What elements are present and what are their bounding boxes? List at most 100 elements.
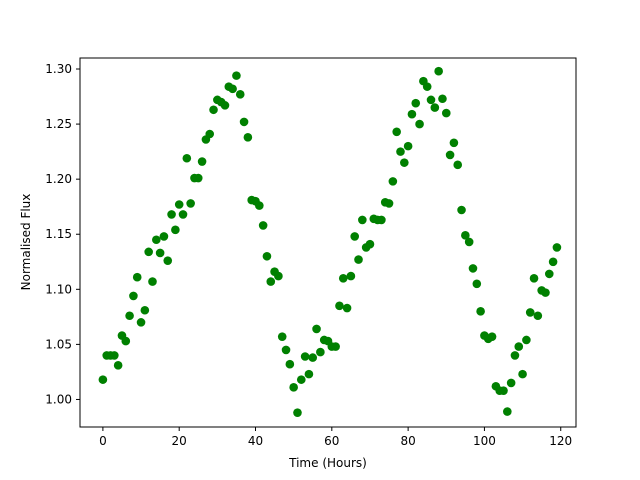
- data-point: [434, 66, 443, 76]
- data-point: [262, 251, 272, 261]
- y-tick-label: 1.15: [45, 227, 72, 241]
- data-points: [98, 66, 562, 417]
- data-point: [159, 232, 169, 241]
- data-point: [396, 147, 405, 156]
- data-point: [453, 160, 463, 170]
- data-point: [407, 109, 417, 119]
- data-point: [243, 133, 253, 142]
- data-point: [525, 308, 535, 317]
- data-point: [140, 305, 150, 315]
- data-point: [171, 225, 180, 235]
- data-point: [163, 256, 173, 265]
- data-point: [304, 369, 314, 379]
- data-point: [468, 264, 478, 273]
- data-point: [415, 119, 424, 129]
- data-point: [178, 210, 188, 219]
- x-axis-title: Time (Hours): [288, 456, 367, 470]
- y-tick-label: 1.00: [45, 392, 72, 406]
- data-point: [205, 129, 215, 139]
- data-point: [464, 237, 474, 247]
- data-point: [174, 200, 184, 209]
- data-point: [316, 347, 325, 357]
- data-point: [548, 257, 558, 267]
- data-point: [350, 232, 360, 241]
- data-point: [197, 157, 207, 166]
- data-point: [258, 221, 268, 230]
- data-point: [281, 345, 291, 355]
- data-point: [98, 375, 108, 384]
- data-point: [365, 239, 375, 249]
- data-point: [235, 90, 245, 99]
- data-point: [411, 98, 421, 108]
- data-point: [312, 324, 321, 334]
- data-point: [354, 255, 363, 264]
- data-point: [438, 94, 447, 104]
- data-point: [232, 71, 241, 80]
- data-point: [461, 231, 470, 240]
- data-point: [285, 359, 295, 369]
- x-tick-label: 20: [172, 434, 187, 448]
- data-point: [266, 277, 276, 286]
- y-axis-title: Normalised Flux: [19, 194, 33, 291]
- data-point: [289, 383, 298, 392]
- data-point: [293, 408, 302, 417]
- data-point: [441, 108, 451, 118]
- x-tick-label: 80: [400, 434, 415, 448]
- data-point: [239, 117, 249, 127]
- data-point: [167, 210, 176, 219]
- data-point: [228, 84, 237, 94]
- data-point: [358, 215, 367, 225]
- data-point: [136, 318, 146, 327]
- data-point: [335, 301, 344, 311]
- data-point: [388, 177, 398, 186]
- y-tick-label: 1.05: [45, 337, 72, 351]
- data-point: [121, 336, 131, 346]
- data-point: [472, 279, 482, 289]
- data-point: [113, 361, 123, 370]
- data-point: [430, 103, 440, 112]
- data-point: [514, 342, 524, 351]
- data-point: [342, 303, 352, 313]
- data-point: [331, 342, 340, 351]
- data-point: [384, 199, 394, 208]
- data-point: [457, 205, 466, 215]
- y-tick-label: 1.10: [45, 282, 72, 296]
- data-point: [522, 335, 531, 345]
- data-point: [132, 272, 142, 282]
- data-point: [377, 215, 386, 225]
- x-axis-ticks: 0 20 40 60 80 100 120: [99, 427, 572, 448]
- data-point: [152, 235, 161, 245]
- data-point: [392, 127, 401, 137]
- plot-frame: [79, 57, 577, 428]
- data-point: [182, 153, 192, 163]
- x-tick-label: 0: [99, 434, 107, 448]
- data-point: [529, 274, 539, 283]
- data-point: [499, 386, 508, 395]
- x-tick-label: 60: [324, 434, 339, 448]
- data-point: [155, 248, 165, 258]
- data-point: [193, 173, 203, 183]
- data-point: [426, 95, 436, 105]
- data-point: [220, 101, 230, 110]
- data-point: [403, 141, 413, 151]
- data-point: [506, 378, 516, 388]
- data-point: [422, 82, 432, 91]
- data-point: [533, 311, 543, 321]
- data-point: [300, 352, 310, 361]
- y-tick-label: 1.30: [45, 62, 72, 76]
- y-tick-label: 1.25: [45, 117, 72, 131]
- data-point: [544, 269, 554, 279]
- data-point: [487, 332, 497, 341]
- data-point: [110, 351, 119, 360]
- data-point: [129, 291, 138, 301]
- data-point: [186, 199, 195, 208]
- data-point: [148, 277, 157, 286]
- y-tick-label: 1.20: [45, 172, 72, 186]
- x-tick-label: 120: [549, 434, 572, 448]
- data-point: [308, 353, 318, 362]
- data-point: [476, 307, 485, 316]
- data-point: [518, 369, 527, 379]
- x-tick-label: 100: [473, 434, 496, 448]
